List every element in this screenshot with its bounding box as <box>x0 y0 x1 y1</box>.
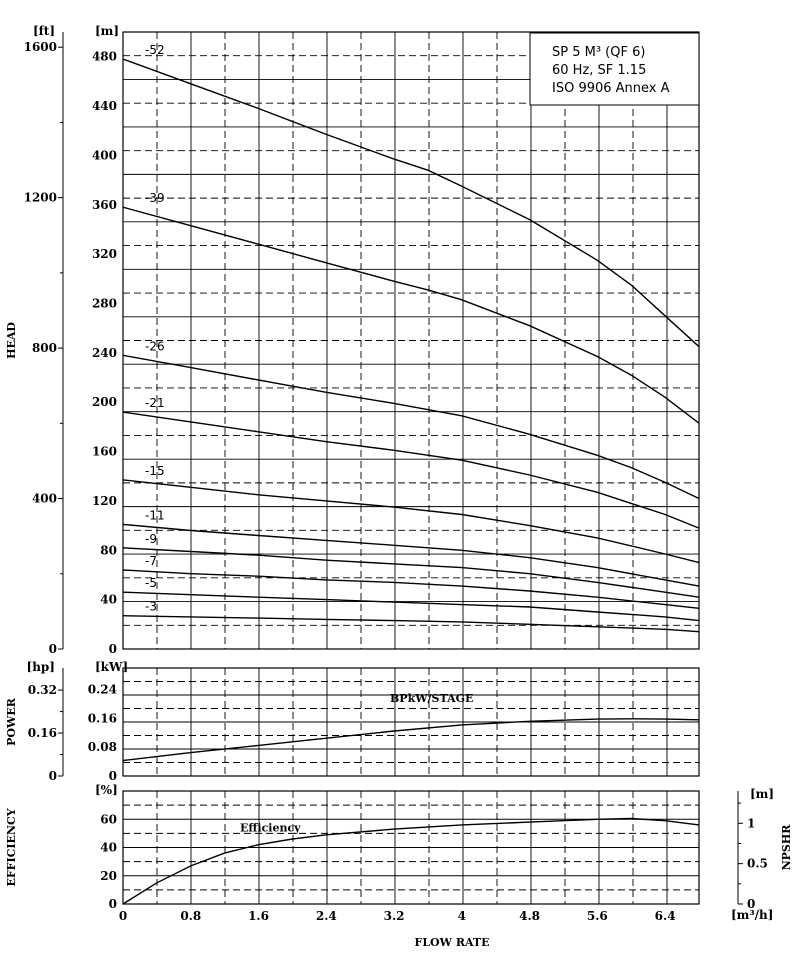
x-tick-label: 0.8 <box>180 909 201 923</box>
x-axis-title: FLOW RATE <box>415 936 490 949</box>
panel-frame <box>122 31 700 650</box>
axis-layer: 0408012016020024028032036040044048004008… <box>5 24 793 923</box>
legend-line-1: SP 5 M³ (QF 6) <box>552 45 645 60</box>
grid-layer <box>122 31 700 905</box>
label-layer: -52 -39 -26 -21 -15 -11 -9 -7 -5 -3 BPkW/STAGE Effi… <box>145 43 473 834</box>
series-label: -15 <box>145 464 165 478</box>
x-tick-label: 4.8 <box>519 909 540 923</box>
legend-line-2: 60 Hz, SF 1.15 <box>552 63 646 78</box>
secondary-y-tick-label: 400 <box>32 492 57 506</box>
y-tick-label: 0.16 <box>88 711 117 725</box>
secondary-y-tick-label: 0 <box>49 642 57 656</box>
series-label: -39 <box>145 191 165 205</box>
primary-axis-unit: [kW] <box>95 660 128 674</box>
y-axis-title: POWER <box>5 697 18 746</box>
npshr-axis-title: NPSHR <box>780 824 793 871</box>
x-tick-label: 6.4 <box>655 909 676 923</box>
y-tick-label: 440 <box>92 99 117 113</box>
y-tick-label: 40 <box>100 841 117 855</box>
y-tick-label: 120 <box>92 494 117 508</box>
x-tick-label: 0 <box>119 909 127 923</box>
y-tick-label: 0 <box>109 769 117 783</box>
y-axis-title: EFFICIENCY <box>5 808 18 886</box>
panel-frame <box>122 790 700 905</box>
y-axis-title: HEAD <box>5 322 18 359</box>
y-tick-label: 40 <box>100 593 117 607</box>
primary-axis-unit: [%] <box>95 783 118 797</box>
series-label: -5 <box>145 576 157 590</box>
npshr-unit: [m] <box>750 787 774 801</box>
secondary-y-tick-label: 1600 <box>24 40 57 54</box>
y-tick-label: 280 <box>92 296 117 310</box>
secondary-y-tick-label: 0 <box>49 769 57 783</box>
x-tick-label: 2.4 <box>316 909 337 923</box>
series-curve <box>122 615 700 633</box>
primary-axis-unit: [m] <box>95 24 119 38</box>
y-tick-label: 60 <box>100 812 117 826</box>
series-label: -52 <box>145 43 165 57</box>
y-tick-label: 320 <box>92 247 117 261</box>
series-curve <box>122 479 700 564</box>
series-curve <box>122 354 700 500</box>
curve-annotation: BPkW/STAGE <box>390 692 473 705</box>
y-tick-label: 20 <box>100 869 117 883</box>
x-tick-label: 3.2 <box>384 909 405 923</box>
secondary-y-tick-label: 800 <box>32 341 57 355</box>
curve-layer <box>122 58 700 905</box>
series-label: -9 <box>145 532 157 546</box>
secondary-y-tick-label: 0.32 <box>28 683 57 697</box>
series-curve <box>122 58 700 348</box>
series-curve <box>122 411 700 529</box>
y-tick-label: 0 <box>109 642 117 656</box>
series-curve <box>122 591 700 622</box>
secondary-axis-unit: [hp] <box>27 660 55 674</box>
series-label: -7 <box>145 554 157 568</box>
y-tick-label: 480 <box>92 50 117 64</box>
npshr-tick-label: 1 <box>747 816 755 830</box>
legend-box <box>529 32 700 106</box>
secondary-y-tick-label: 1200 <box>24 191 57 205</box>
x-tick-label: 1.6 <box>248 909 269 923</box>
npshr-tick-label: 0.5 <box>747 857 768 871</box>
y-tick-label: 160 <box>92 445 117 459</box>
y-tick-label: 400 <box>92 148 117 162</box>
x-axis-unit: [m³/h] <box>731 908 773 922</box>
series-label: -26 <box>145 339 165 353</box>
panel-frame <box>122 667 700 777</box>
x-tick-label: 5.6 <box>587 909 608 923</box>
y-tick-label: 0.08 <box>88 740 117 754</box>
curve-annotation: Efficiency <box>240 821 301 834</box>
npshr-tick-label: 0 <box>747 897 755 911</box>
y-tick-label: 0 <box>109 897 117 911</box>
secondary-y-tick-label: 0.16 <box>28 726 57 740</box>
y-tick-label: 200 <box>92 395 117 409</box>
series-label: -3 <box>145 600 157 614</box>
y-tick-label: 360 <box>92 198 117 212</box>
y-tick-label: 0.24 <box>88 683 117 697</box>
series-label: -11 <box>145 508 165 522</box>
series-curve <box>122 569 700 609</box>
series-curve <box>122 206 700 424</box>
series-curve <box>122 547 700 598</box>
legend-line-3: ISO 9906 Annex A <box>552 81 670 96</box>
secondary-axis-unit: [ft] <box>33 24 55 38</box>
y-tick-label: 240 <box>92 346 117 360</box>
series-curve <box>122 523 700 587</box>
series-curve <box>122 817 700 905</box>
series-label: -21 <box>145 396 165 410</box>
series-curve <box>122 718 700 762</box>
y-tick-label: 80 <box>100 543 117 557</box>
x-tick-label: 4 <box>458 909 466 923</box>
